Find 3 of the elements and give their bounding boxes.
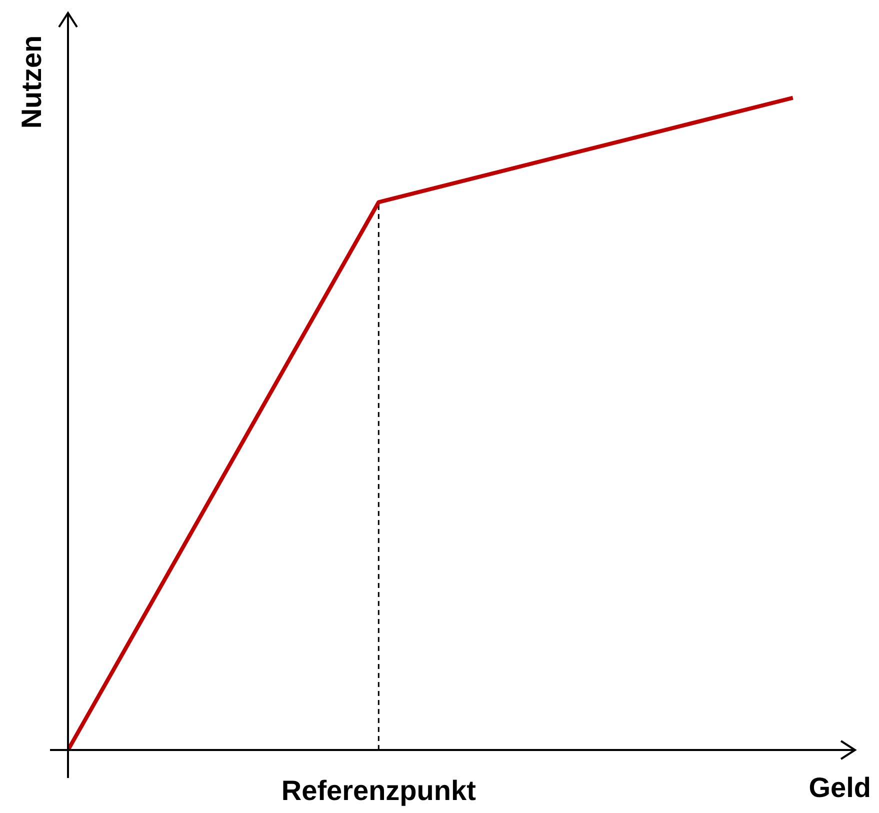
x-axis-title: Geld — [808, 772, 871, 804]
annotation: Referenzpunkt — [280, 775, 477, 807]
y-axis-title: Nutzen — [16, 34, 48, 131]
